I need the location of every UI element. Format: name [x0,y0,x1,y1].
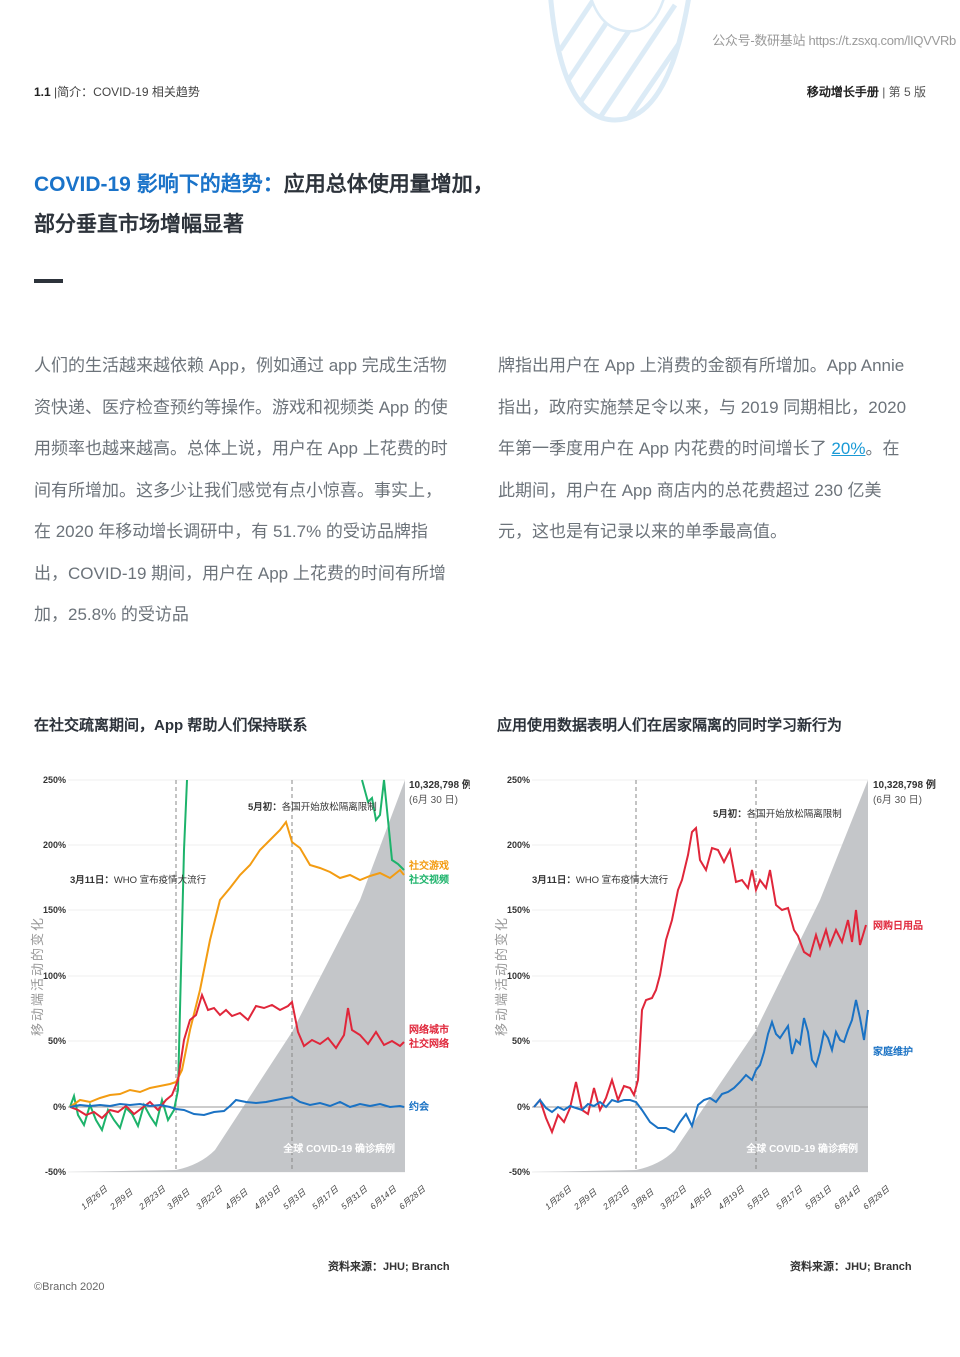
ytick: 200% [507,840,530,850]
running-header-book: 移动增长手册 | 第 5 版 [807,83,926,100]
chart-right: 250% 200% 150% 100% 50% 0% -50% 移动端活动的变化… [470,770,940,1275]
cases-total: 10,328,798 例 [409,778,470,791]
ytick: 100% [507,971,530,981]
stat-link-20-percent[interactable]: 20% [831,439,866,458]
book-title: 移动增长手册 [806,85,879,99]
chart-left-title: 在社交疏离期间，App 帮助人们保持联系 [34,717,308,734]
ytick: 0% [517,1102,530,1112]
ytick: 200% [43,840,66,850]
ytick: 50% [512,1036,530,1046]
ytick: -50% [45,1167,66,1177]
ytick: 250% [43,775,66,785]
xtick: 1月26日 [543,1184,574,1212]
xtick: 5月31日 [803,1184,834,1212]
legend-social-network: 社交网络 [408,1037,449,1050]
section-number: 1.1 [34,85,51,99]
y-axis-label: 移动端活动的变化 [30,916,45,1036]
xtick: 5月3日 [281,1187,308,1212]
decorative-stripe-shape [548,0,691,123]
legend-online-city: 网络城市 [409,1023,449,1036]
chart-left-source: 资料来源：JHU; Branch [328,1261,450,1273]
title-highlight: COVID-19 影响下的趋势： [34,173,284,196]
running-header-section: 1.1 |简介：COVID-19 相关趋势 [34,83,200,100]
xtick: 3月8日 [165,1187,192,1212]
ytick: 50% [48,1036,66,1046]
title-line2: 部分垂直市场增幅显著 [34,213,244,236]
page-title: COVID-19 影响下的趋势：应用总体使用量增加， 部分垂直市场增幅显著 [34,165,534,245]
xtick: 5月31日 [339,1184,370,1212]
chart-right-svg: 250% 200% 150% 100% 50% 0% -50% 移动端活动的变化… [494,775,936,1213]
xtick: 3月8日 [629,1187,656,1212]
legend-online-groceries: 网购日用品 [873,919,923,932]
ytick: 150% [507,905,530,915]
xtick: 4月19日 [252,1184,283,1212]
title-line1: 应用总体使用量增加， [283,173,494,196]
cases-date: (6月 30 日) [873,794,922,806]
source-watermark: 公众号-数研基站 https://t.zsxq.com/lIQVVRb [712,33,956,48]
paragraph-right-text1: 牌指出用户在 App 上消费的金额有所增加。App Annie 指出，政府实施禁… [498,356,907,458]
xtick: 2月23日 [600,1184,631,1213]
legend-home-maintenance: 家庭维护 [873,1045,913,1058]
paragraph-right-text2: 。在此期间，用户在 App 商店内的总花费超过 230 亿美元，这也是有记录以来… [498,439,900,541]
may-annotation: 5月初：各国开始放松隔离限制 [713,808,842,820]
cases-date: (6月 30 日) [409,794,458,806]
who-annotation: 3月11日：WHO 宣布疫情大流行 [532,874,669,886]
chart-right-source: 资料来源：JHU; Branch [790,1261,912,1273]
ytick: 100% [43,971,66,981]
xtick: 4月5日 [223,1187,250,1212]
xtick: 3月22日 [658,1184,689,1212]
chart-left-svg: 250% 200% 150% 100% 50% 0% -50% 移动端活动的变化… [30,775,472,1213]
xtick: 4月19日 [716,1184,747,1212]
xtick: 5月3日 [745,1187,772,1212]
body-paragraph-left: 人们的生活越来越依赖 App，例如通过 app 完成生活物资快递、医疗检查预约等… [34,356,448,624]
ytick: -50% [509,1167,530,1177]
xtick: 6月14日 [832,1184,863,1212]
xtick: 6月14日 [368,1184,399,1212]
xtick: 2月23日 [136,1184,167,1213]
xtick: 5月17日 [774,1184,805,1212]
ytick: 150% [43,905,66,915]
chart-right-title: 应用使用数据表明人们在居家隔离的同时学习新行为 [497,717,843,734]
cases-area-label: 全球 COVID-19 确诊病例 [745,1142,858,1155]
ytick: 0% [53,1102,66,1112]
xtick: 5月17日 [310,1184,341,1212]
page-label: | 第 5 版 [882,85,926,99]
cases-total: 10,328,798 例 [873,778,936,791]
xtick: 1月26日 [79,1184,110,1212]
legend-social-games: 社交游戏 [408,859,449,872]
title-divider [34,279,63,283]
xtick: 6月28日 [861,1184,892,1212]
may-annotation: 5月初：各国开始放松隔离限制 [248,801,377,813]
who-annotation: 3月11日：WHO 宣布疫情大流行 [70,874,207,886]
xtick: 2月9日 [107,1187,135,1213]
xtick: 4月5日 [687,1187,714,1212]
chart-left: 250% 200% 150% 100% 50% 0% -50% 移动端活动的变化… [0,770,472,1275]
y-axis-label: 移动端活动的变化 [494,916,509,1036]
legend-dating: 约会 [409,1100,429,1113]
xtick: 2月9日 [571,1187,599,1213]
body-paragraph-right: 牌指出用户在 App 上消费的金额有所增加。App Annie 指出，政府实施禁… [498,345,913,553]
xtick: 6月28日 [397,1184,428,1212]
ytick: 250% [507,775,530,785]
copyright: ©Branch 2020 [34,1281,105,1293]
section-label: |简介：COVID-19 相关趋势 [54,85,200,99]
legend-social-video: 社交视频 [408,873,449,886]
xtick: 3月22日 [194,1184,225,1212]
cases-area-label: 全球 COVID-19 确诊病例 [282,1142,395,1155]
